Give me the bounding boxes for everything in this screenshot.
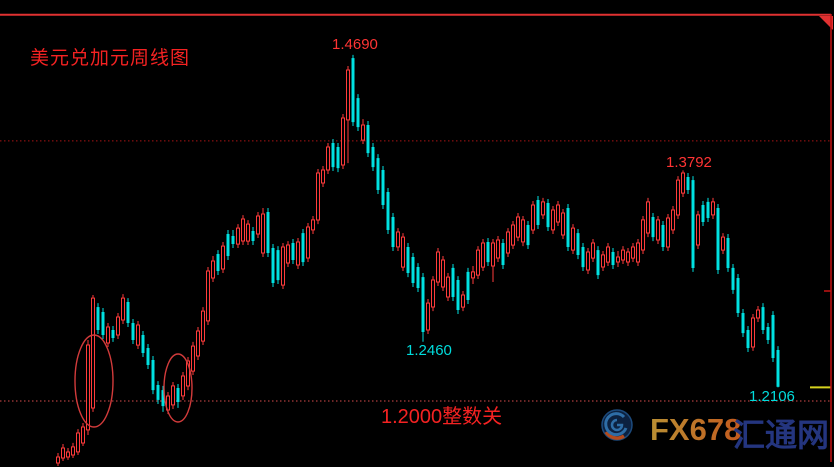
watermark-site-text: 汇通网 [733,417,830,453]
mid-low-price-label: 1.2460 [406,342,452,359]
watermark: FX678 汇通网 [600,408,834,456]
fx678-logo-icon [601,409,633,441]
page-title: 美元兑加元周线图 [30,48,191,69]
watermark-brand-text: FX678 [650,412,742,447]
secondary-peak-price-label: 1.3792 [666,154,712,171]
peak-price-label: 1.4690 [332,36,378,53]
support-level-label: 1.2000整数关 [381,406,503,428]
last-low-price-label: 1.2106 [749,388,795,405]
